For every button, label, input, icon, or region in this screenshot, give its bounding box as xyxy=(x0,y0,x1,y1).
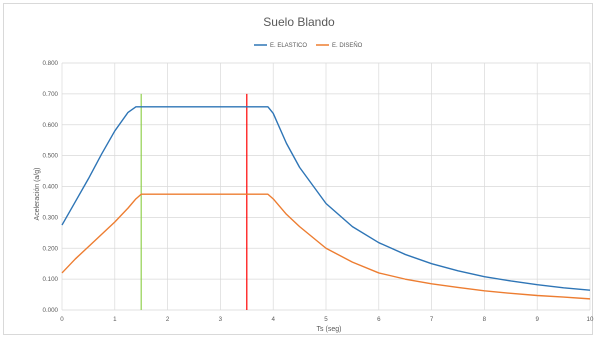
y-tick-label: 0.400 xyxy=(43,184,59,191)
y-tick-label: 0.200 xyxy=(43,245,59,252)
y-tick-label: 0.300 xyxy=(43,214,59,221)
y-axis-title: Aceleración (a/g) xyxy=(34,168,41,221)
y-axis-ticks: 0.000 0.100 0.200 0.300 0.400 0.500 0.600 0.700… xyxy=(43,60,59,314)
chart-svg: Suelo Blando E. ELASTICO E. DISEÑO 0.000… xyxy=(34,15,594,333)
x-axis-ticks: 0 1 2 3 4 5 6 7 8 9 10 xyxy=(60,316,594,323)
x-tick-label: 6 xyxy=(377,316,381,323)
chart-frame: Suelo Blando E. ELASTICO E. DISEÑO 0.000… xyxy=(3,3,594,335)
y-tick-label: 0.000 xyxy=(43,307,59,314)
y-tick-label: 0.600 xyxy=(43,122,59,129)
legend-label-diseno: E. DISEÑO xyxy=(332,42,363,49)
x-tick-label: 0 xyxy=(60,316,64,323)
legend: E. ELASTICO E. DISEÑO xyxy=(254,42,363,49)
x-tick-label: 1 xyxy=(113,316,117,323)
x-tick-label: 9 xyxy=(535,316,539,323)
x-axis-title: Ts (seg) xyxy=(317,326,342,333)
y-tick-label: 0.500 xyxy=(43,153,59,160)
x-tick-label: 10 xyxy=(587,316,594,323)
series-line-diseno xyxy=(61,193,591,300)
series-lines xyxy=(61,106,591,300)
x-tick-label: 3 xyxy=(219,316,223,323)
series-line-elastico xyxy=(61,106,591,291)
y-tick-label: 0.700 xyxy=(43,91,59,98)
y-tick-label: 0.100 xyxy=(43,276,59,283)
x-tick-label: 8 xyxy=(483,316,487,323)
x-tick-label: 2 xyxy=(166,316,170,323)
x-tick-label: 5 xyxy=(324,316,328,323)
y-tick-label: 0.800 xyxy=(43,60,59,67)
chart-title: Suelo Blando xyxy=(263,15,335,29)
grid xyxy=(61,62,591,311)
x-tick-label: 7 xyxy=(430,316,434,323)
x-tick-label: 4 xyxy=(271,316,275,323)
legend-label-elastico: E. ELASTICO xyxy=(270,43,307,49)
vertical-markers xyxy=(140,93,248,310)
